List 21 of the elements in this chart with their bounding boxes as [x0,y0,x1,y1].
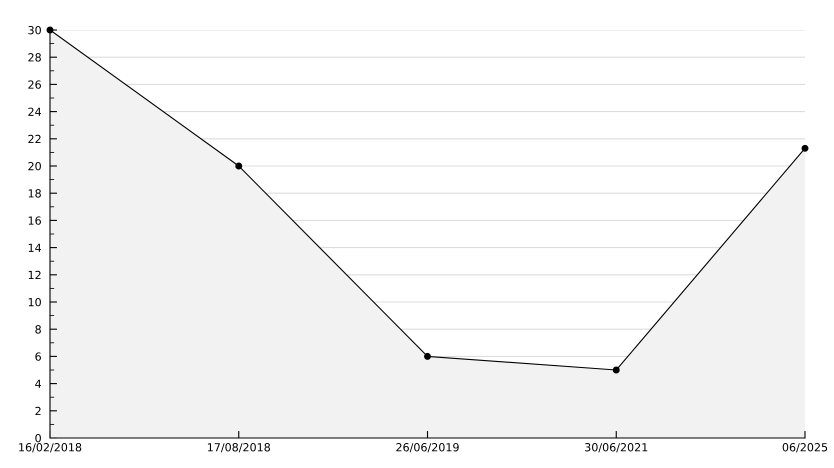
x-tick-label: 26/06/2019 [396,443,459,452]
x-tick-label: 30/06/2021 [585,443,648,452]
y-tick-label: 6 [35,352,41,361]
x-tick-label: 17/08/2018 [208,443,270,452]
y-tick-label: 22 [28,134,41,144]
y-tick-label: 20 [28,162,41,170]
y-tick-label: 26 [28,80,41,89]
x-tick-label: 16/02/2018 [19,443,82,452]
y-tick-label: 8 [35,325,41,334]
y-tick-label: 10 [28,298,41,306]
y-tick-label: 16 [28,216,41,225]
y-tick-label: 0 [35,434,41,442]
y-tick-label: 24 [28,108,42,116]
y-tick-label: 28 [28,53,41,62]
y-tick-label: 18 [28,189,41,198]
y-tick-label: 30 [28,26,41,34]
y-tick-label: 2 [35,406,41,416]
y-tick-label: 12 [28,270,41,280]
y-tick-label: 4 [35,380,42,388]
x-tick-label: 06/2025 [782,443,828,452]
y-tick-label: 14 [28,244,42,252]
